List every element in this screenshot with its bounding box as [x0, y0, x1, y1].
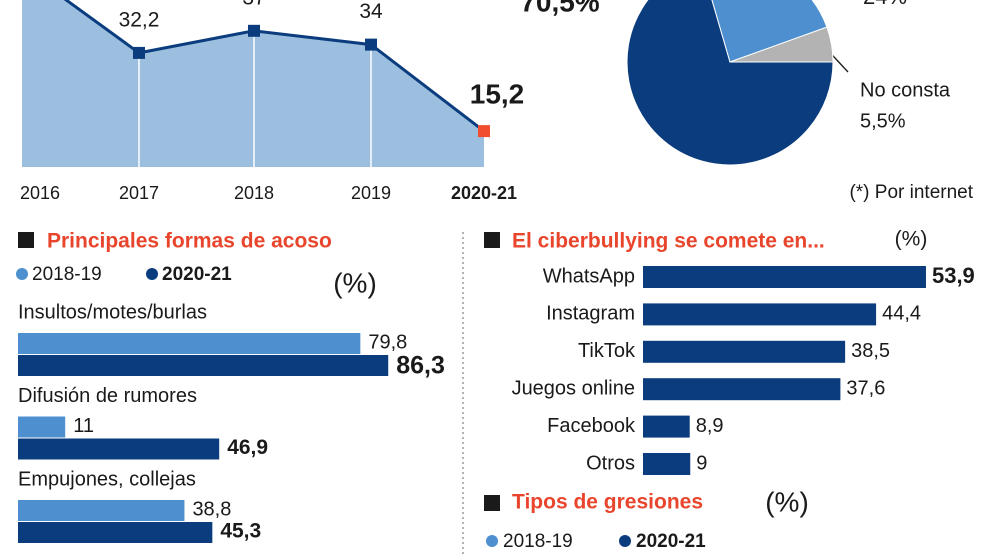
x-tick-label: 2017 — [119, 183, 159, 203]
legend-swatch — [486, 535, 498, 547]
bar — [18, 500, 185, 521]
value-label: 53,9 — [932, 263, 975, 288]
point — [365, 38, 377, 51]
bar — [18, 416, 66, 438]
section-title: Tipos de gresiones — [512, 491, 703, 514]
value-label: 34 — [359, 0, 383, 23]
footnote: (*) Por internet — [849, 182, 973, 203]
bar — [643, 340, 846, 363]
section-marker — [484, 232, 500, 248]
bar — [18, 438, 220, 460]
pie-slice — [711, 0, 828, 63]
value-label: 70,5% — [520, 0, 599, 17]
section-title: Principales formas de acoso — [47, 230, 332, 253]
category-label: Insultos/motes/burlas — [18, 301, 207, 323]
point — [133, 46, 145, 59]
value-label: 38,5 — [851, 340, 890, 362]
legend-label: 2020-21 — [636, 531, 706, 552]
value-label: 5,5% — [860, 110, 906, 132]
value-label: 46,9 — [227, 436, 268, 459]
legend-swatch — [16, 268, 28, 280]
point — [248, 24, 260, 37]
x-tick-label: 2016 — [20, 183, 60, 203]
unit-label: (%) — [765, 486, 809, 517]
section-marker — [484, 495, 500, 511]
x-tick-label: 2020-21 — [451, 183, 517, 203]
category-label: Empujones, collejas — [18, 468, 196, 490]
category-label: TikTok — [578, 340, 636, 362]
category-label: Facebook — [547, 415, 636, 437]
value-label: 45,3 — [220, 520, 261, 543]
value-label: 8,9 — [696, 415, 724, 437]
value-label: 11 — [73, 415, 94, 437]
value-label: 86,3 — [396, 352, 445, 380]
point — [478, 125, 490, 138]
bar — [643, 453, 691, 475]
bar — [18, 522, 213, 543]
legend-swatch — [619, 535, 631, 547]
unit-label: (%) — [895, 228, 928, 251]
legend-swatch — [146, 268, 158, 280]
legend-label: 2020-21 — [162, 264, 232, 285]
value-label: 32,2 — [119, 8, 160, 31]
section-marker — [18, 232, 34, 248]
legend-label: 2018-19 — [503, 531, 573, 552]
bar — [18, 355, 389, 376]
value-label: 38,8 — [192, 498, 231, 520]
unit-label: (%) — [333, 267, 377, 298]
pie-slice — [626, 0, 834, 166]
value-label: 79,8 — [368, 331, 407, 353]
bar — [18, 333, 361, 354]
value-label: 37 — [242, 0, 265, 9]
legend-label: 2018-19 — [32, 264, 102, 285]
value-label: 24% — [863, 0, 907, 9]
area — [22, 0, 484, 167]
value-label: 15,2 — [470, 79, 525, 110]
x-tick-label: 2019 — [351, 183, 391, 203]
bar — [643, 415, 690, 438]
bar — [643, 378, 841, 401]
value-label: 9 — [696, 452, 707, 474]
value-label: 37,6 — [846, 377, 885, 399]
bar — [643, 303, 877, 326]
category-label: Instagram — [546, 303, 635, 325]
category-label: WhatsApp — [543, 265, 635, 287]
slice-label: No consta — [860, 79, 951, 101]
x-tick-label: 2018 — [234, 183, 274, 203]
pie-slice — [729, 26, 834, 63]
category-label: Otros — [586, 452, 635, 474]
bar — [643, 266, 926, 288]
category-label: Difusión de rumores — [18, 385, 197, 407]
section-title: El ciberbullying se comete en... — [512, 230, 825, 253]
value-label: 44,4 — [882, 303, 921, 325]
category-label: Juegos online — [512, 377, 635, 399]
